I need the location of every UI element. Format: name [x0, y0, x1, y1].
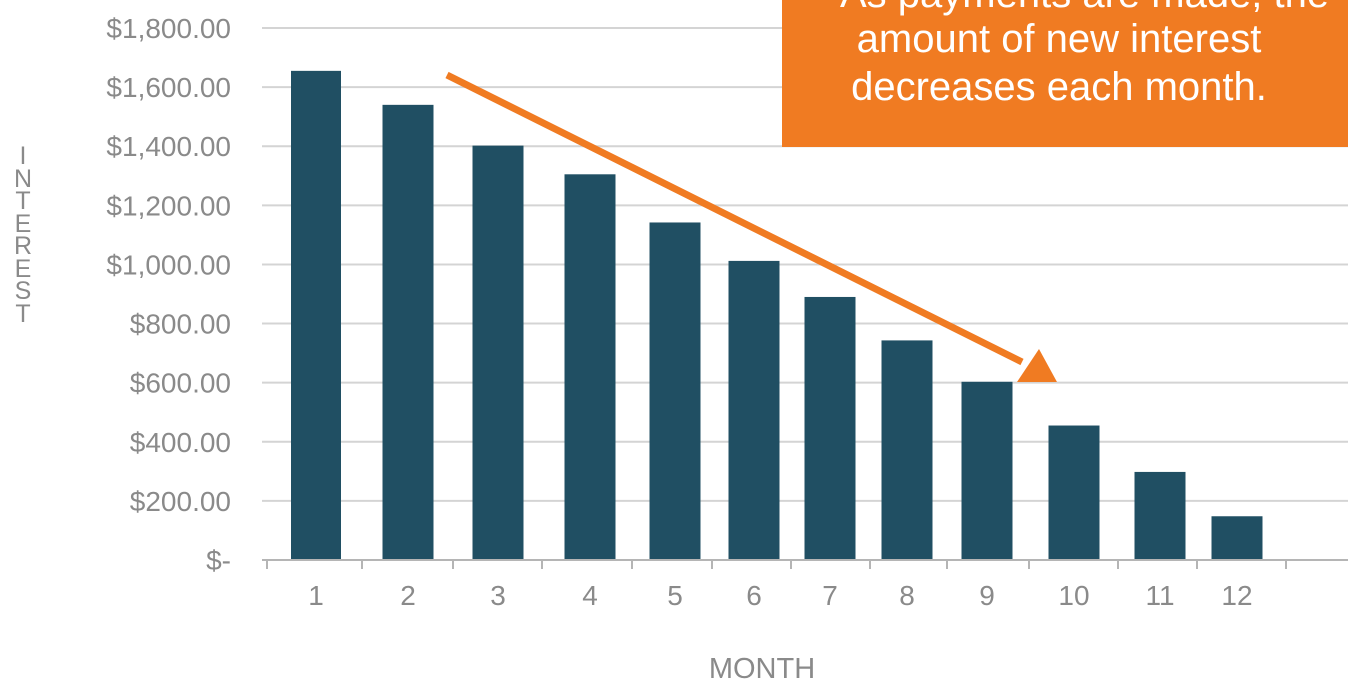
x-tick-label: 5 [667, 580, 683, 611]
y-axis-title-letter: I [19, 142, 27, 170]
x-tick-label: 10 [1058, 580, 1089, 611]
arrow-shaft [445, 71, 1024, 366]
annotation-callout: As payments are made, the amount of new … [782, 0, 1348, 147]
x-tick-label: 4 [582, 580, 598, 611]
bars [291, 70, 1263, 561]
y-axis-title-letter: N [13, 164, 33, 193]
x-axis [262, 559, 1348, 569]
y-tick-labels: $1,800.00 $1,600.00 $1,400.00 $1,200.00 $1,0… [106, 13, 231, 576]
bar-month-6 [728, 260, 780, 560]
y-axis-title-letter: E [14, 209, 32, 238]
y-tick-label: $- [206, 545, 231, 576]
y-tick-label: $800.00 [130, 309, 231, 340]
y-tick-label: $1,400.00 [106, 131, 231, 162]
bar-month-7 [804, 296, 856, 560]
y-tick-label: $1,000.00 [106, 249, 231, 280]
bar-month-10 [1048, 425, 1100, 560]
arrow-head [1017, 349, 1057, 382]
y-tick-label: $400.00 [130, 427, 231, 458]
y-tick-label: $200.00 [130, 486, 231, 517]
y-tick-label: $600.00 [130, 368, 231, 399]
x-tick-label: 9 [979, 580, 995, 611]
bar-month-12 [1211, 516, 1263, 560]
x-tick-labels: 1 2 3 4 5 6 7 8 9 10 11 12 [308, 580, 1252, 611]
x-tick-label: 6 [746, 580, 762, 611]
x-tick-label: 2 [400, 580, 416, 611]
y-tick-label: $1,800.00 [106, 13, 231, 44]
x-tick-label: 3 [490, 580, 506, 611]
bar-month-4 [564, 174, 616, 561]
annotation-line-1: As payments are made, the [810, 0, 1348, 16]
y-axis-title-letter: T [15, 187, 31, 215]
x-tick-label: 8 [899, 580, 915, 611]
bar-month-8 [881, 340, 933, 560]
y-axis-title-letter: E [14, 254, 32, 283]
trend-arrow [445, 71, 1057, 382]
bar-month-2 [382, 104, 434, 560]
annotation-line-3: decreases each month. [851, 65, 1267, 109]
bar-month-9 [961, 381, 1013, 560]
x-tick-label: 11 [1145, 580, 1174, 611]
x-axis-title: MONTH [709, 653, 815, 681]
bar-month-5 [649, 222, 701, 560]
bar-month-3 [472, 145, 524, 560]
annotation-line-2: amount of new interest [856, 17, 1262, 61]
bar-month-11 [1134, 471, 1186, 560]
y-axis-title-letter: R [13, 232, 33, 260]
y-tick-label: $1,600.00 [106, 72, 231, 103]
x-tick-label: 7 [822, 580, 838, 611]
x-tick-label: 1 [308, 580, 324, 611]
y-tick-label: $1,200.00 [106, 190, 231, 221]
y-axis-title-letter: T [15, 299, 31, 328]
bar-month-1 [291, 70, 341, 560]
y-axis-title-letter: S [14, 277, 32, 305]
x-tick-label: 12 [1221, 580, 1252, 611]
